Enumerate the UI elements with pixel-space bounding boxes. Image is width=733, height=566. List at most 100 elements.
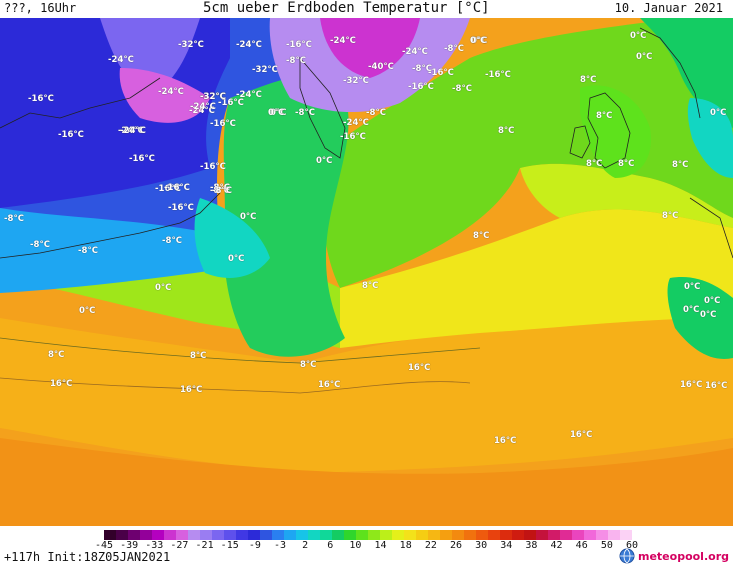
temperature-label: -16°C [200,162,226,172]
colorbar-segment [548,530,561,540]
temperature-label: -24°C [343,118,369,128]
temperature-label: -24°C [402,47,428,57]
temperature-label: 16°C [318,380,341,390]
meteopool-logo[interactable]: meteopool.org [619,548,729,564]
temperature-label: 16°C [680,380,703,390]
temperature-label: 0°C [268,108,285,118]
colorbar-tick: 18 [399,540,412,551]
temperature-label: 0°C [684,282,701,292]
temperature-label: -16°C [218,98,244,108]
temperature-label: -32°C [252,65,278,75]
colorbar-segment [116,530,129,540]
colorbar-segment [524,530,537,540]
temperature-label: 0°C [270,108,287,118]
colorbar-segment [380,530,393,540]
temperature-map [0,18,733,526]
colorbar-tick: 60 [625,540,639,551]
temperature-label: 0°C [240,212,257,222]
green-east [667,277,733,359]
colorbar-segment [356,530,369,540]
colorbar-tick: 26 [449,540,463,551]
temperature-label: -16°C [168,203,194,213]
logo-text: meteopool.org [638,549,729,563]
coastline-france [689,197,733,259]
colorbar-tick: -3 [273,540,287,551]
temperature-label: 16°C [705,381,728,391]
colorbar-tick: 50 [600,540,613,551]
colorbar-segment [500,530,513,540]
temperature-label: 8°C [48,350,65,360]
colorbar-segment [332,530,345,540]
yellow-zone [340,209,733,348]
temperature-label: -32°C [178,40,204,50]
temperature-label: -16°C [129,154,155,164]
colorbar-segment [236,530,249,540]
temperature-label: 16°C [180,385,203,395]
coastline-britain [587,92,631,169]
temperature-label: -24°C [118,126,144,136]
colorbar-tick: 6 [327,540,334,551]
temperature-label: 8°C [300,360,317,370]
temperature-label: -8°C [210,183,230,193]
colorbar-tick: -15 [220,540,239,551]
temperature-label: -16°C [210,119,236,129]
cold-zone-magenta-west [119,68,210,123]
colorbar-segment [164,530,177,540]
temperature-label: 0°C [683,305,700,315]
colorbar-segment [416,530,429,540]
temperature-label: 8°C [362,281,379,291]
temperature-label: -32°C [200,92,226,102]
colorbar-segment [596,530,609,540]
colorbar-segment [404,530,417,540]
colorbar-tick: -39 [120,540,139,551]
temperature-label: -8°C [295,108,315,118]
colorbar-segment [584,530,597,540]
temperature-label: -16°C [485,70,511,80]
temperature-label: -8°C [212,186,232,196]
colorbar-tick: -33 [145,540,164,551]
colorbar-segment [128,530,141,540]
temperature-label: -8°C [286,56,306,66]
green-tongue [223,72,349,357]
colorbar-segment [368,530,381,540]
temperature-label: -24°C [236,90,262,100]
temperature-label: -32°C [200,92,226,102]
lime-zone [520,163,733,228]
colorbar-segment [176,530,189,540]
colorbar-segment [284,530,297,540]
temperature-label: 0°C [630,31,647,41]
colorbar-segment [224,530,237,540]
temperature-label: -24°C [190,102,216,112]
temperature-label: -24°C [189,106,215,116]
colorbar-segment [620,530,632,540]
forecast-date: 10. Januar 2021 [614,1,723,15]
colorbar-tick: 46 [575,540,588,551]
temperature-label: 16°C [570,430,593,440]
temperature-label: 0°C [228,254,245,264]
temperature-label: -8°C [4,214,24,224]
temperature-label: -40°C [368,62,394,72]
temperature-label: 0°C [470,36,487,46]
colorbar-tick: 30 [475,540,488,551]
coastline-norway [639,27,701,119]
temperature-label: 8°C [672,160,689,170]
colorbar-segment [260,530,273,540]
colorbar-segment [428,530,441,540]
temperature-label: -16°C [164,183,190,193]
colorbar-tick: -9 [248,540,261,551]
temperature-label: 8°C [580,75,597,85]
coastline-labrador [0,192,221,259]
colorbar-segment [560,530,573,540]
temperature-label: 8°C [618,159,635,169]
temperature-label: -8°C [78,246,98,256]
colorbar-segment [272,530,285,540]
temperature-label: -24°C [108,55,134,65]
colorbar-segment [440,530,453,540]
colorbar-segment [248,530,261,540]
temperature-label: 8°C [596,111,613,121]
colorbar-tick: 14 [374,540,387,551]
temperature-label: -8°C [210,186,230,196]
temperature-label: -16°C [408,82,434,92]
temperature-label: -8°C [30,240,50,250]
temperature-label: -32°C [343,76,369,86]
